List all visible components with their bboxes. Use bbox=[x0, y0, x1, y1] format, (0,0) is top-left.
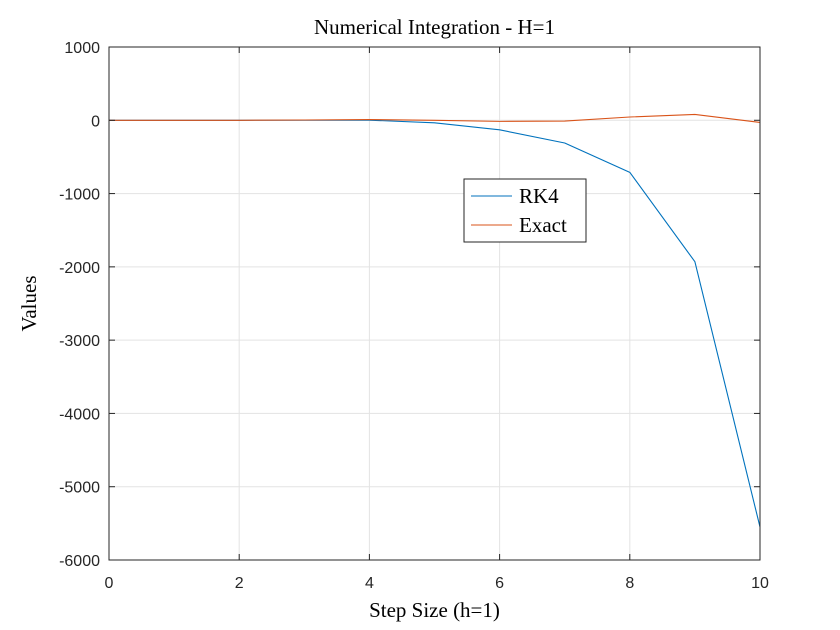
plot-area-border bbox=[108, 46, 761, 561]
legend: RK4 Exact bbox=[463, 178, 587, 243]
x-tick-label: 10 bbox=[751, 575, 769, 592]
x-tick-label: 6 bbox=[495, 575, 504, 592]
series-line-rk4 bbox=[109, 119, 761, 528]
chart-title: Numerical Integration - H=1 bbox=[314, 15, 555, 39]
y-axis-label: Values bbox=[17, 276, 41, 332]
legend-box bbox=[463, 178, 587, 243]
grid-lines bbox=[108, 46, 761, 561]
y-tick-label: -6000 bbox=[59, 553, 100, 570]
x-tick-labels: 0 2 4 6 8 10 bbox=[105, 575, 769, 592]
x-axis-label: Step Size (h=1) bbox=[369, 598, 500, 622]
series-lines bbox=[109, 113, 761, 528]
axis-ticks bbox=[108, 46, 761, 561]
y-tick-labels: 1000 0 -1000 -2000 -3000 -4000 -5000 -6000 bbox=[59, 40, 100, 570]
x-tick-label: 8 bbox=[625, 575, 634, 592]
series-line-exact bbox=[109, 113, 761, 124]
legend-label-exact: Exact bbox=[519, 213, 567, 237]
y-tick-label: 1000 bbox=[64, 40, 100, 57]
y-tick-label: -3000 bbox=[59, 333, 100, 350]
x-tick-label: 2 bbox=[235, 575, 244, 592]
legend-label-rk4: RK4 bbox=[519, 184, 559, 208]
y-tick-label: -1000 bbox=[59, 187, 100, 204]
x-tick-label: 0 bbox=[105, 575, 114, 592]
y-tick-label: -2000 bbox=[59, 260, 100, 277]
x-tick-label: 4 bbox=[365, 575, 374, 592]
y-tick-label: -5000 bbox=[59, 480, 100, 497]
y-tick-label: -4000 bbox=[59, 406, 100, 423]
y-tick-label: 0 bbox=[91, 113, 100, 130]
